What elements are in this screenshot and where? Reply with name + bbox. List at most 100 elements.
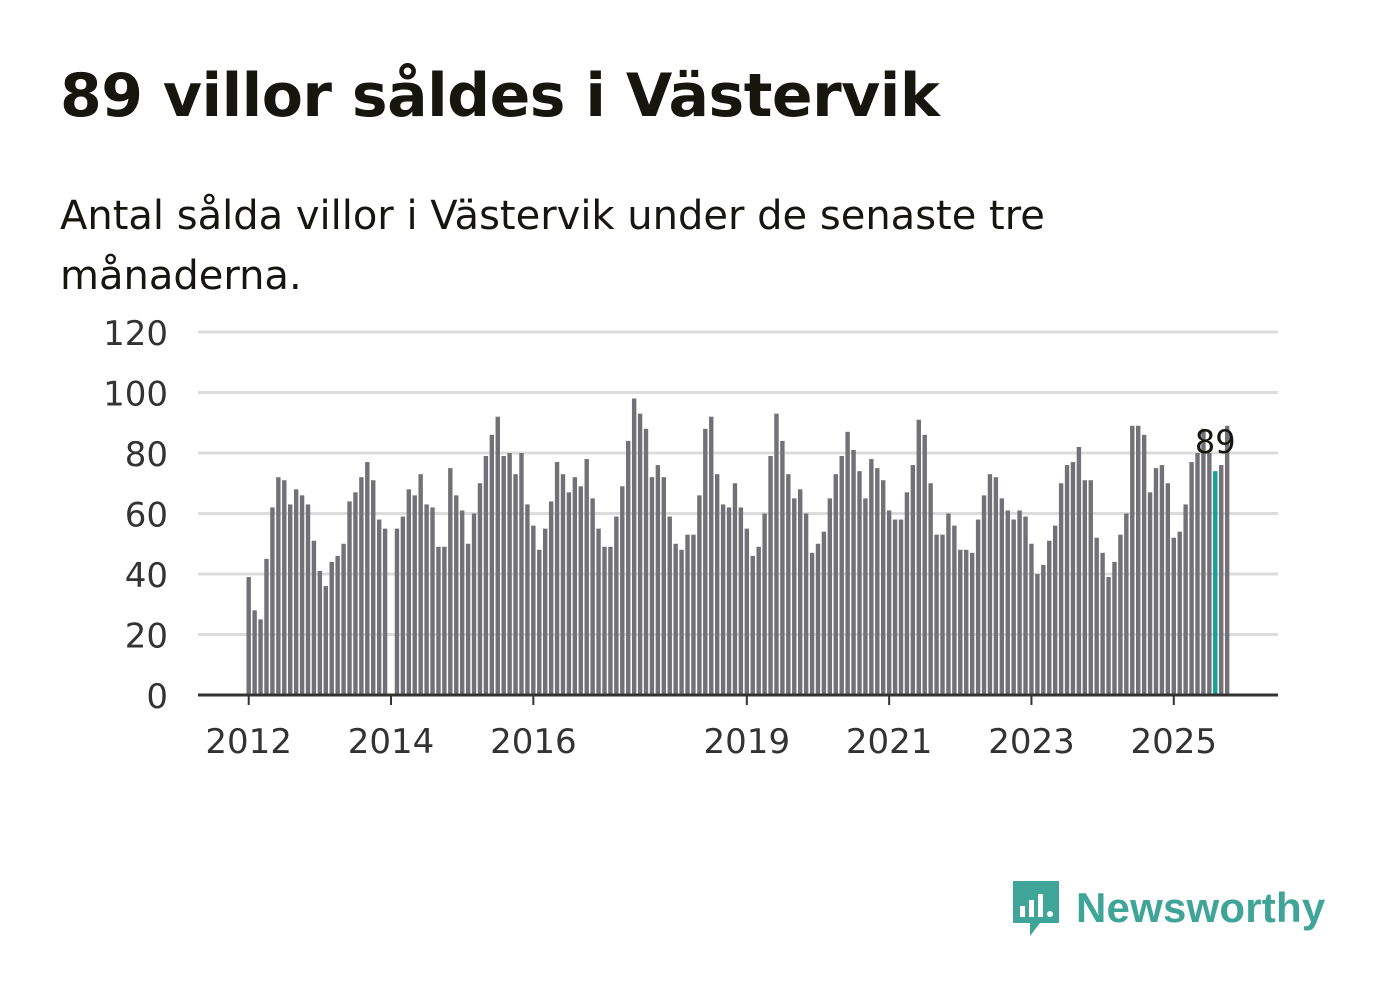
bar — [459, 510, 465, 695]
bar — [543, 528, 548, 695]
bar — [1124, 513, 1129, 695]
bar — [626, 440, 631, 695]
bar — [697, 495, 702, 695]
bar — [1201, 428, 1206, 695]
y-tick-label: 120 — [103, 314, 168, 354]
bar — [584, 459, 589, 695]
bar — [454, 495, 459, 695]
bar — [928, 483, 933, 695]
bar — [282, 480, 287, 695]
bar — [299, 495, 305, 695]
bar — [365, 462, 370, 695]
bar — [359, 477, 364, 695]
bar — [667, 516, 672, 695]
bar — [981, 495, 987, 695]
highlight-value-label: 89 — [1195, 423, 1236, 461]
bar — [1183, 504, 1188, 695]
bar — [1011, 519, 1016, 695]
bar — [448, 468, 453, 695]
bar — [1118, 534, 1123, 695]
bar — [809, 552, 815, 695]
bar — [857, 471, 862, 695]
bar — [833, 474, 838, 695]
bar — [910, 465, 916, 695]
bar — [578, 486, 583, 695]
bar — [1106, 577, 1111, 695]
bar — [323, 586, 328, 695]
bar — [744, 528, 750, 695]
bars — [246, 398, 1230, 695]
bar — [335, 555, 340, 695]
bar — [560, 474, 566, 695]
bar — [797, 489, 803, 695]
bar — [329, 561, 334, 695]
bar — [1159, 465, 1165, 695]
page-title: 89 villor såldes i Västervik — [60, 61, 940, 131]
x-axis-ticks: 2012 2014 2016 2019 2021 2023 2025 — [205, 695, 1217, 762]
bar — [1224, 425, 1230, 695]
bar — [726, 507, 732, 695]
bar — [305, 504, 311, 695]
bar — [714, 474, 720, 695]
bar — [288, 504, 293, 695]
bar — [471, 513, 477, 695]
bar — [436, 546, 441, 695]
bar — [525, 504, 530, 695]
x-tick-label: 2012 — [205, 722, 292, 762]
bar — [554, 462, 560, 695]
bar — [400, 516, 406, 695]
bar — [566, 492, 572, 695]
bar — [1064, 465, 1070, 695]
bar — [1130, 425, 1135, 695]
bar — [376, 519, 382, 695]
data-labels: 89 — [1195, 423, 1236, 461]
bar — [643, 428, 649, 695]
bar — [637, 413, 643, 695]
bar — [590, 498, 595, 695]
bar — [341, 543, 346, 695]
bar — [756, 546, 761, 695]
bar — [501, 456, 506, 695]
bar — [1047, 540, 1052, 695]
bar — [922, 434, 927, 695]
bar — [477, 483, 483, 695]
bar — [892, 519, 898, 695]
bar — [1136, 425, 1141, 695]
bar — [495, 416, 500, 695]
bar — [513, 474, 518, 695]
bar — [412, 495, 417, 695]
bar — [1005, 510, 1010, 695]
bar — [394, 528, 400, 695]
bar — [293, 489, 299, 695]
bar — [1189, 462, 1194, 695]
bar — [311, 540, 317, 695]
bar — [703, 428, 708, 695]
bar — [875, 468, 880, 695]
bar — [1082, 480, 1088, 695]
bar — [780, 440, 785, 695]
bar — [999, 498, 1005, 695]
bar — [1041, 564, 1046, 695]
bar — [424, 504, 429, 695]
bar — [430, 507, 435, 695]
bar — [608, 546, 613, 695]
bar — [655, 465, 661, 695]
bar — [371, 480, 376, 695]
bar — [353, 492, 358, 695]
bar — [1017, 510, 1022, 695]
bar — [572, 477, 578, 695]
bar — [382, 528, 388, 695]
bar — [738, 507, 744, 695]
bar — [768, 456, 773, 695]
bar — [649, 477, 655, 695]
bar — [465, 543, 471, 695]
bar — [246, 577, 251, 695]
y-tick-label: 0 — [146, 677, 168, 717]
bar — [1076, 446, 1082, 695]
newsworthy-logo-icon — [1013, 881, 1059, 936]
bar — [1094, 537, 1099, 695]
bar — [803, 513, 809, 695]
bar — [750, 555, 755, 695]
y-tick-label: 100 — [103, 375, 168, 415]
bar — [406, 489, 412, 695]
